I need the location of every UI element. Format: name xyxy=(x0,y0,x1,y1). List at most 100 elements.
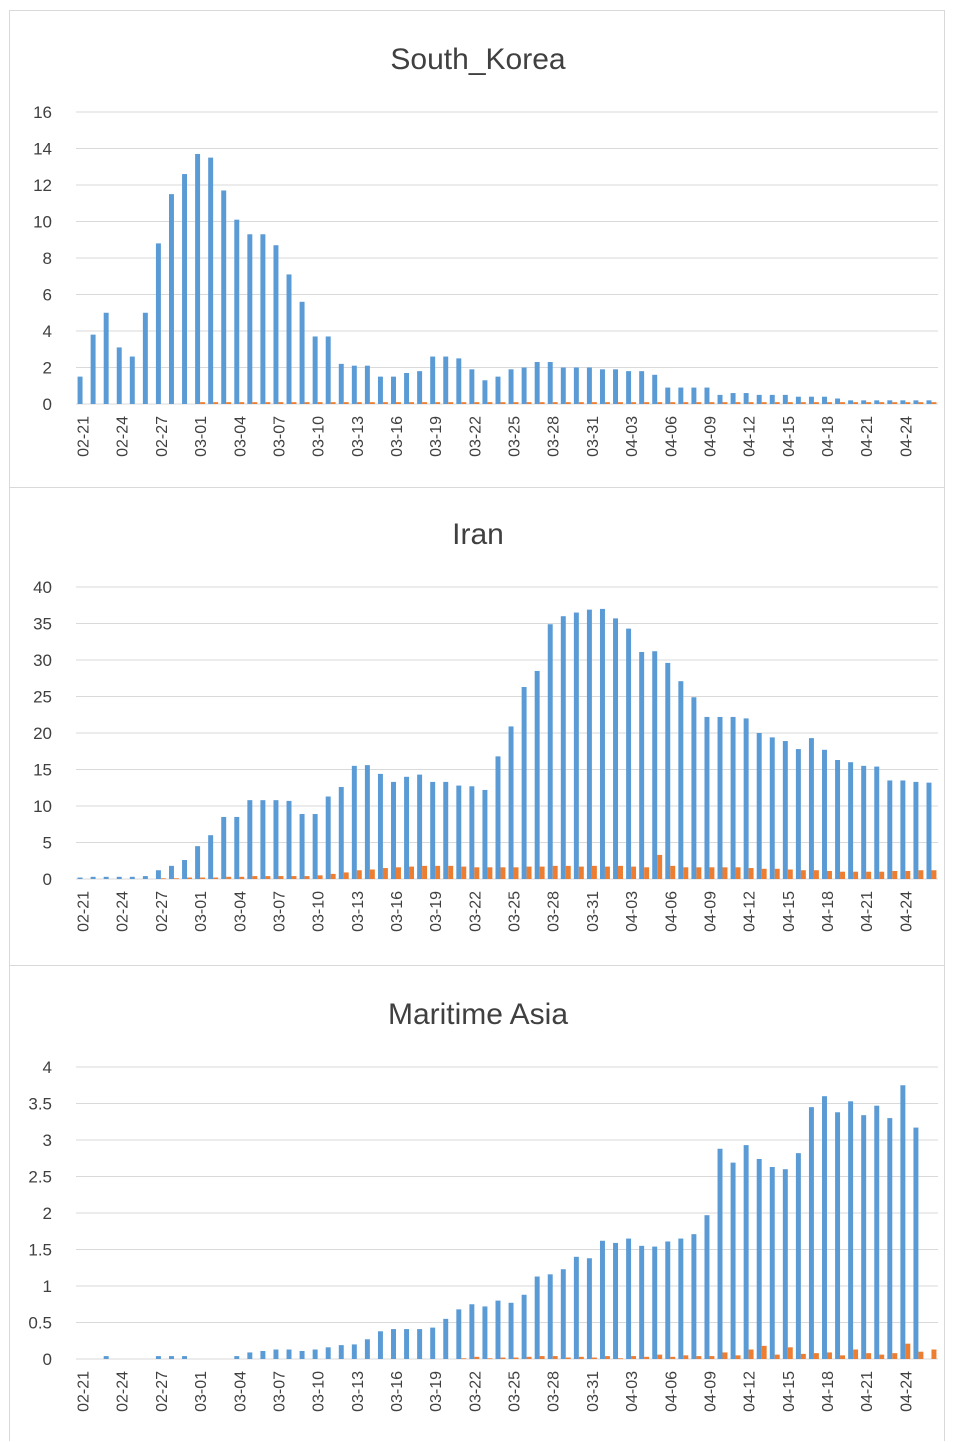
bar-series-2 xyxy=(278,402,284,404)
x-tick-label: 03-28 xyxy=(546,416,563,457)
bar-series-1 xyxy=(599,608,605,879)
x-tick-label: 03-19 xyxy=(428,891,445,932)
bar-series-2 xyxy=(474,867,480,879)
x-tick-label: 02-27 xyxy=(154,1371,171,1412)
bar-series-1 xyxy=(247,234,253,404)
bar-series-1 xyxy=(848,400,854,404)
bar-series-2 xyxy=(317,402,323,404)
bar-series-2 xyxy=(395,402,401,404)
bar-series-2 xyxy=(631,1356,637,1359)
x-tick-label: 03-16 xyxy=(389,891,406,932)
bar-series-2 xyxy=(500,1357,506,1359)
x-tick-label: 04-24 xyxy=(898,1371,915,1412)
x-tick-label: 03-01 xyxy=(193,891,210,932)
x-tick-label: 03-28 xyxy=(546,1371,563,1412)
bar-series-1 xyxy=(861,765,867,879)
bar-series-2 xyxy=(800,402,806,404)
bar-series-2 xyxy=(252,402,258,404)
bar-series-2 xyxy=(774,1354,780,1359)
bar-series-1 xyxy=(168,1356,174,1359)
bar-series-1 xyxy=(573,1256,579,1359)
bar-series-1 xyxy=(652,1246,658,1359)
x-tick-label: 04-21 xyxy=(859,1371,876,1412)
bar-series-1 xyxy=(168,865,174,879)
bar-series-2 xyxy=(813,1353,819,1359)
chart-panel-south-korea: South_Korea 0 2 4 6 8 10 12 14 16 02-21 02-24 02-27 0… xyxy=(9,10,945,488)
bar-series-1 xyxy=(874,766,880,879)
bar-series-1 xyxy=(364,1339,370,1359)
x-tick-label: 04-24 xyxy=(898,416,915,457)
bar-series-1 xyxy=(547,1274,553,1359)
x-tick-label: 03-28 xyxy=(546,891,563,932)
bar-series-1 xyxy=(469,1304,475,1359)
y-tick-label: 0 xyxy=(43,870,52,889)
bar-series-1 xyxy=(769,1167,775,1359)
x-tick-label: 04-21 xyxy=(859,891,876,932)
x-tick-label: 03-01 xyxy=(193,416,210,457)
bar-series-1 xyxy=(613,369,619,404)
bar-series-2 xyxy=(461,402,467,404)
bar-series-1 xyxy=(351,365,357,404)
x-tick-label: 02-24 xyxy=(115,416,132,457)
y-tick-label: 16 xyxy=(33,103,52,122)
bar-series-1 xyxy=(443,781,449,879)
bar-series-1 xyxy=(286,800,292,879)
bar-series-1 xyxy=(835,1112,841,1359)
bar-series-2 xyxy=(735,1355,741,1359)
x-tick-label: 04-15 xyxy=(781,416,798,457)
bar-series-1 xyxy=(782,1169,788,1359)
bar-series-1 xyxy=(874,1105,880,1359)
x-tick-label: 02-21 xyxy=(76,416,93,457)
y-tick-label: 35 xyxy=(33,615,52,634)
bar-series-1 xyxy=(351,1344,357,1359)
bar-series-2 xyxy=(343,402,349,404)
x-tick-label: 02-21 xyxy=(76,1371,93,1412)
bar-series-2 xyxy=(761,1345,767,1359)
bar-series-1 xyxy=(586,367,592,404)
bar-series-2 xyxy=(670,1356,676,1359)
x-tick-label: 03-25 xyxy=(507,891,524,932)
bar-series-2 xyxy=(356,870,362,879)
x-tick-label: 04-03 xyxy=(624,416,641,457)
bar-series-2 xyxy=(683,1355,689,1359)
bar-series-2 xyxy=(187,877,192,879)
y-tick-label: 1.5 xyxy=(28,1241,52,1260)
x-tick-label: 03-13 xyxy=(350,416,367,457)
bar-series-1 xyxy=(299,301,305,404)
bar-series-2 xyxy=(395,867,401,879)
bar-series-1 xyxy=(913,400,919,404)
bar-series-2 xyxy=(761,402,767,404)
bar-series-1 xyxy=(534,362,540,404)
x-tick-label: 03-22 xyxy=(467,1371,484,1412)
x-tick-label: 03-19 xyxy=(428,416,445,457)
y-tick-label: 0 xyxy=(43,1350,52,1369)
bar-series-1 xyxy=(730,1162,736,1359)
bar-series-2 xyxy=(226,402,232,404)
bar-series-1 xyxy=(364,365,370,404)
bar-series-1 xyxy=(417,774,423,879)
bar-series-2 xyxy=(552,402,558,404)
bar-series-2 xyxy=(722,402,728,404)
bar-series-2 xyxy=(578,866,584,879)
bar-series-2 xyxy=(853,402,859,404)
bar-series-2 xyxy=(435,402,441,404)
bar-series-1 xyxy=(325,336,331,404)
bar-series-1 xyxy=(456,358,462,404)
bar-series-2 xyxy=(722,867,728,879)
x-tick-label: 03-31 xyxy=(585,891,602,932)
y-tick-label: 1 xyxy=(43,1277,52,1296)
bar-series-1 xyxy=(338,787,344,879)
bar-series-1 xyxy=(430,356,436,404)
bar-series-2 xyxy=(905,870,911,879)
x-tick-label: 03-13 xyxy=(350,891,367,932)
bar-series-1 xyxy=(103,312,109,404)
bar-series-2 xyxy=(552,1356,558,1359)
bar-series-1 xyxy=(900,1085,906,1359)
bar-series-2 xyxy=(526,866,532,879)
bar-series-1 xyxy=(495,376,501,404)
bar-series-1 xyxy=(508,726,514,879)
bar-series-2 xyxy=(565,402,571,404)
bar-series-1 xyxy=(573,612,579,879)
x-tick-label: 04-18 xyxy=(820,891,837,932)
bar-series-2 xyxy=(866,871,872,879)
